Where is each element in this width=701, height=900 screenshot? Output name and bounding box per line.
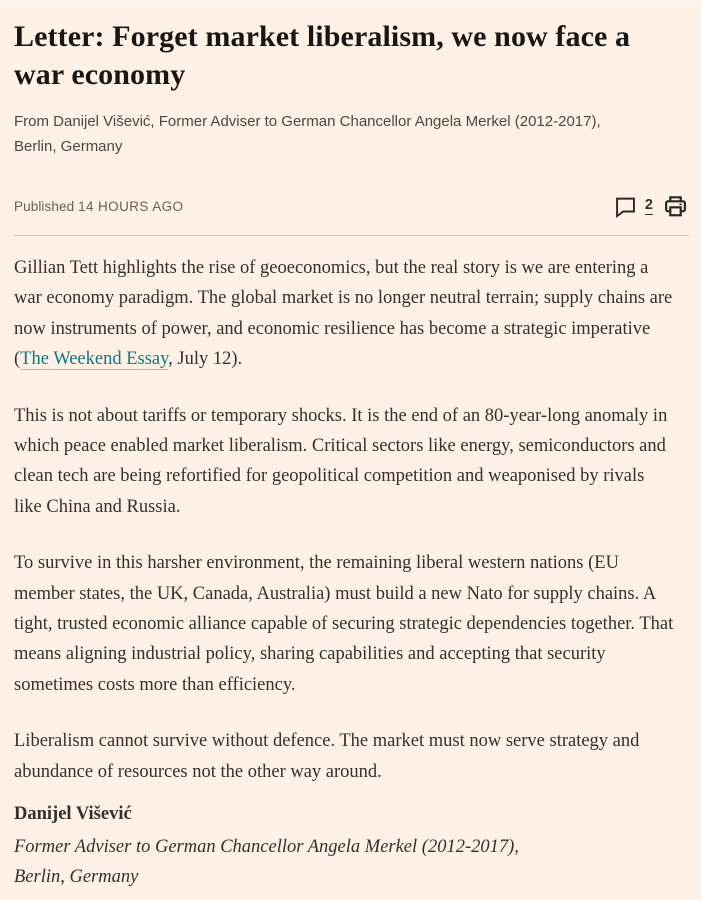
byline-line2: Berlin, Germany: [14, 138, 123, 155]
weekend-essay-link[interactable]: The Weekend Essay: [20, 349, 169, 371]
published-label: Published: [14, 199, 75, 214]
article-actions: 2: [614, 194, 689, 219]
paragraph-1-text: Gillian Tett highlights the rise of geoe…: [14, 258, 673, 370]
top-strip: [0, 0, 701, 4]
page-title: Letter: Forget market liberalism, we now…: [14, 18, 689, 94]
letter-body: Gillian Tett highlights the rise of geoe…: [14, 236, 689, 892]
signature-role: Former Adviser to German Chancellor Ange…: [14, 832, 689, 893]
published-time: 14 HOURS AGO: [78, 199, 184, 214]
page-title-line1: Letter: Forget market liberalism, we now…: [14, 20, 631, 53]
byline-line1: From Danijel Višević, Former Adviser to …: [14, 113, 601, 130]
paragraph-1: Gillian Tett highlights the rise of geoe…: [14, 253, 689, 375]
paragraph-4: Liberalism cannot survive without defenc…: [14, 731, 640, 782]
signature-role-line1: Former Adviser to German Chancellor Ange…: [14, 836, 519, 857]
divider: [14, 235, 689, 236]
published-timestamp: Published 14 HOURS AGO: [14, 199, 183, 214]
signature-role-line2: Berlin, Germany: [14, 866, 139, 887]
signature-name: Danijel Višević: [14, 804, 132, 825]
comments-link[interactable]: 2: [614, 195, 653, 218]
byline: From Danijel Višević, Former Adviser to …: [14, 109, 689, 159]
print-button[interactable]: [662, 194, 689, 219]
meta-row: Published 14 HOURS AGO 2: [14, 194, 689, 219]
article-container: Letter: Forget market liberalism, we now…: [0, 18, 701, 892]
comment-bubble-icon: [616, 197, 635, 218]
comment-count: 2: [644, 197, 653, 215]
paragraph-3: To survive in this harsher environment, …: [14, 553, 674, 695]
paragraph-2: This is not about tariffs or temporary s…: [14, 405, 668, 517]
paragraph-1-text-after: , July 12).: [168, 349, 243, 370]
printer-icon: [665, 196, 686, 217]
page-title-line2: war economy: [14, 58, 186, 91]
